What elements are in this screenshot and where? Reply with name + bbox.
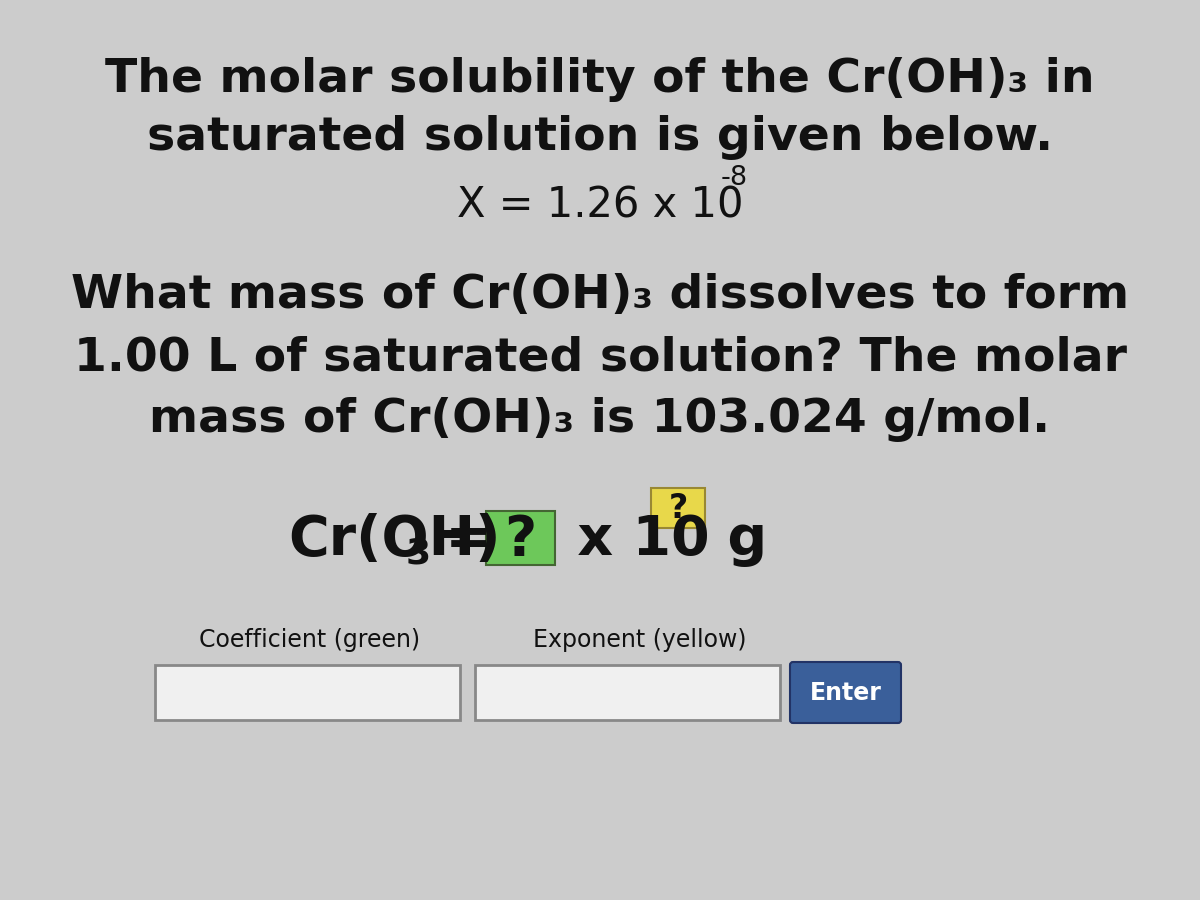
Text: What mass of Cr(OH)₃ dissolves to form: What mass of Cr(OH)₃ dissolves to form bbox=[71, 273, 1129, 318]
FancyBboxPatch shape bbox=[486, 511, 554, 565]
FancyBboxPatch shape bbox=[650, 488, 706, 528]
Text: X = 1.26 x 10: X = 1.26 x 10 bbox=[457, 184, 743, 226]
Text: saturated solution is given below.: saturated solution is given below. bbox=[146, 115, 1054, 160]
Text: Enter: Enter bbox=[810, 680, 882, 705]
FancyBboxPatch shape bbox=[475, 665, 780, 720]
Text: ?: ? bbox=[504, 513, 536, 567]
Text: ?: ? bbox=[668, 491, 688, 525]
Text: Exponent (yellow): Exponent (yellow) bbox=[533, 628, 746, 652]
Text: 1.00 L of saturated solution? The molar: 1.00 L of saturated solution? The molar bbox=[73, 336, 1127, 381]
Text: The molar solubility of the Cr(OH)₃ in: The molar solubility of the Cr(OH)₃ in bbox=[106, 58, 1094, 103]
FancyBboxPatch shape bbox=[155, 665, 460, 720]
Text: -8: -8 bbox=[721, 165, 748, 191]
Text: mass of Cr(OH)₃ is 103.024 g/mol.: mass of Cr(OH)₃ is 103.024 g/mol. bbox=[150, 398, 1050, 443]
Text: =: = bbox=[426, 513, 511, 567]
Text: 3: 3 bbox=[406, 536, 431, 570]
Text: x 10: x 10 bbox=[558, 513, 709, 567]
Text: Cr(OH): Cr(OH) bbox=[288, 513, 500, 567]
FancyBboxPatch shape bbox=[790, 662, 901, 723]
Text: Coefficient (green): Coefficient (green) bbox=[199, 628, 420, 652]
Text: g: g bbox=[708, 513, 767, 567]
